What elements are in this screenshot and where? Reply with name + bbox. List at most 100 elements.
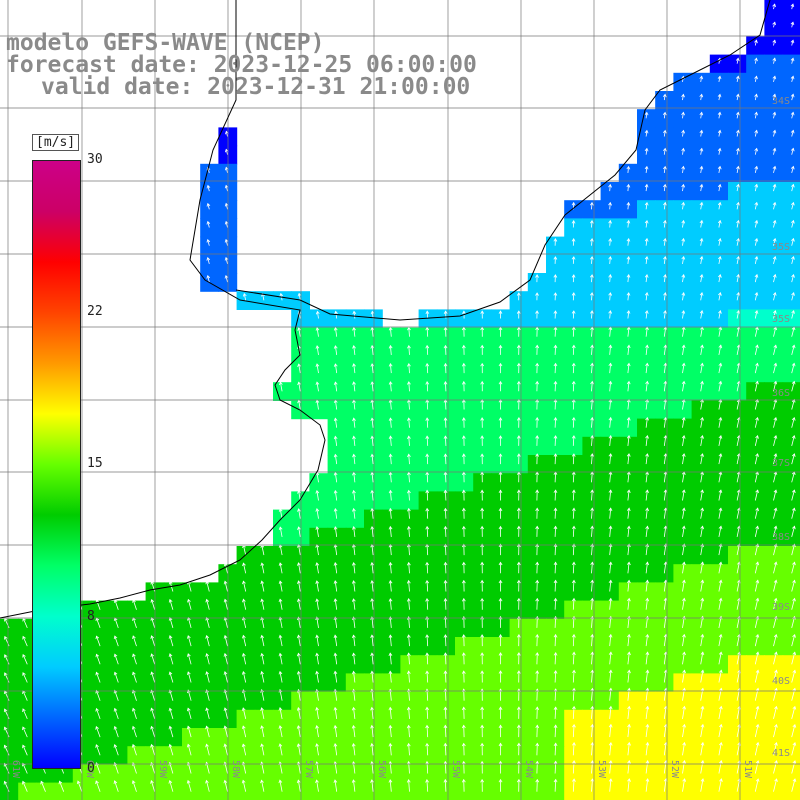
wind-arrow-head bbox=[461, 435, 466, 439]
wind-arrow bbox=[333, 508, 338, 519]
wind-arrow-shaft bbox=[40, 781, 46, 792]
wind-arrow-head bbox=[644, 147, 649, 152]
wind-arrow bbox=[425, 525, 430, 537]
wind-arrow-shaft bbox=[609, 670, 612, 683]
wind-arrow-head bbox=[480, 561, 485, 566]
wind-arrow-head bbox=[352, 489, 356, 494]
wind-arrow-head bbox=[644, 183, 649, 188]
wind-cell bbox=[0, 709, 19, 729]
wind-arrow bbox=[663, 525, 668, 537]
wind-arrow-shaft bbox=[791, 184, 794, 192]
wind-cell bbox=[764, 637, 784, 656]
wind-arrow bbox=[406, 579, 411, 592]
wind-cell bbox=[618, 546, 638, 565]
lon-label: 58W bbox=[230, 760, 241, 779]
wind-arrow bbox=[95, 635, 101, 647]
wind-arrow-head bbox=[791, 310, 795, 314]
wind-arrow-shaft bbox=[609, 399, 611, 410]
wind-cell bbox=[564, 436, 583, 456]
wind-arrow bbox=[791, 633, 796, 647]
wind-cell bbox=[764, 163, 784, 183]
wind-arrow bbox=[773, 525, 778, 537]
wind-arrow bbox=[425, 543, 430, 556]
wind-arrow-shaft bbox=[132, 762, 137, 774]
wind-cell bbox=[637, 218, 656, 238]
wind-arrow-head bbox=[755, 507, 759, 512]
wind-arrow-shaft bbox=[59, 781, 65, 792]
wind-cell bbox=[473, 509, 492, 529]
wind-cell bbox=[728, 582, 747, 602]
wind-arrow bbox=[645, 597, 650, 610]
wind-arrow bbox=[553, 417, 558, 428]
wind-arrow-shaft bbox=[591, 327, 593, 337]
wind-arrow bbox=[388, 634, 393, 647]
wind-arrow-head bbox=[388, 616, 393, 620]
wind-arrow-shaft bbox=[187, 671, 192, 683]
wind-arrow-shaft bbox=[371, 472, 374, 483]
wind-cell bbox=[400, 527, 420, 547]
wind-cell bbox=[0, 746, 19, 765]
wind-arrow-head bbox=[590, 669, 595, 674]
wind-arrow-shaft bbox=[22, 745, 28, 756]
wind-arrow bbox=[297, 508, 301, 519]
wind-arrow-shaft bbox=[390, 381, 392, 392]
wind-arrow bbox=[790, 147, 795, 155]
wind-arrow-head bbox=[315, 634, 320, 639]
wind-arrow-head bbox=[718, 561, 723, 566]
wind-arrow-head bbox=[755, 362, 759, 367]
wind-arrow bbox=[315, 580, 320, 592]
wind-cell bbox=[600, 382, 620, 401]
wind-arrow-head bbox=[736, 183, 740, 188]
wind-arrow bbox=[791, 561, 796, 574]
wind-cell bbox=[345, 455, 365, 474]
wind-arrow-shaft bbox=[316, 508, 319, 519]
wind-arrow bbox=[333, 526, 338, 537]
wind-arrow bbox=[681, 489, 686, 501]
wind-arrow-shaft bbox=[426, 653, 429, 665]
wind-arrow-head bbox=[645, 489, 649, 493]
wind-arrow bbox=[406, 724, 411, 738]
wind-arrow bbox=[626, 435, 631, 446]
wind-arrow bbox=[699, 310, 704, 319]
wind-arrow bbox=[443, 381, 448, 392]
wind-arrow-shaft bbox=[645, 202, 648, 210]
wind-arrow-head bbox=[626, 380, 631, 385]
wind-arrow-shaft bbox=[151, 671, 156, 683]
wind-cell bbox=[709, 236, 729, 256]
wind-arrow-shaft bbox=[700, 688, 704, 701]
wind-arrow-head bbox=[663, 453, 668, 457]
wind-arrow bbox=[608, 238, 613, 246]
wind-cell bbox=[345, 436, 365, 456]
wind-arrow-head bbox=[352, 435, 356, 440]
wind-arrow-shaft bbox=[718, 453, 722, 465]
wind-cell bbox=[782, 273, 800, 292]
wind-arrow bbox=[608, 507, 613, 519]
wind-arrow bbox=[498, 417, 503, 428]
wind-arrow-head bbox=[95, 671, 100, 676]
wind-arrow-head bbox=[498, 453, 503, 457]
wind-arrow-shaft bbox=[663, 327, 667, 337]
wind-arrow bbox=[242, 616, 247, 628]
wind-arrow bbox=[168, 725, 174, 738]
wind-arrow-shaft bbox=[316, 743, 319, 756]
wind-arrow bbox=[754, 561, 760, 574]
wind-arrow-head bbox=[242, 598, 246, 603]
wind-arrow bbox=[626, 292, 631, 301]
wind-cell bbox=[618, 327, 638, 347]
wind-arrow-shaft bbox=[609, 598, 612, 610]
wind-cell bbox=[582, 273, 602, 292]
wind-arrow-shaft bbox=[645, 688, 649, 701]
wind-arrow-head bbox=[4, 672, 8, 676]
wind-arrow-head bbox=[755, 723, 760, 728]
wind-cell bbox=[418, 691, 438, 711]
wind-arrow bbox=[791, 760, 797, 774]
wind-arrow bbox=[772, 255, 777, 264]
wind-arrow bbox=[297, 363, 301, 374]
wind-arrow-head bbox=[498, 417, 503, 421]
wind-arrow-shaft bbox=[371, 725, 374, 738]
wind-arrow-shaft bbox=[554, 526, 556, 537]
wind-cell bbox=[673, 473, 693, 492]
wind-arrow-head bbox=[535, 453, 540, 457]
wind-arrow bbox=[682, 687, 686, 701]
wind-arrow-head bbox=[425, 489, 430, 494]
